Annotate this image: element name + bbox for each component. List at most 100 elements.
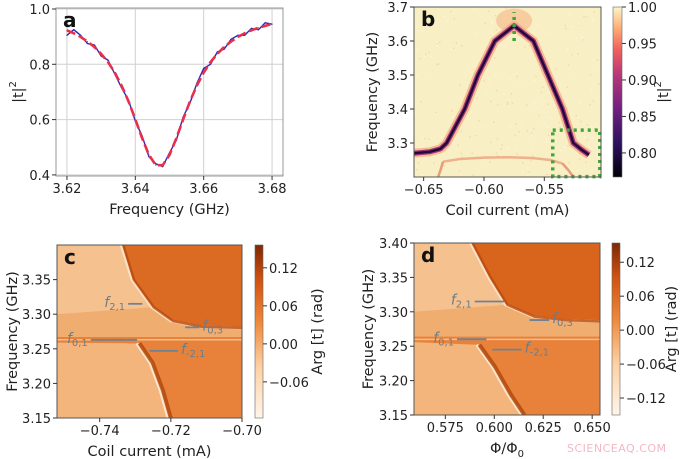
heatmap-speckle xyxy=(581,36,584,38)
heatmap-speckle xyxy=(526,104,528,107)
mode-label: f0,3 xyxy=(202,318,223,336)
y-tick-label: 3.15 xyxy=(379,409,408,424)
heatmap-region-upper-right xyxy=(121,245,242,328)
mode-label-symbol: f xyxy=(104,295,111,311)
panel-letter: c xyxy=(64,245,76,269)
heatmap-speckle xyxy=(591,125,593,128)
heatmap-speckle xyxy=(494,15,497,17)
heatmap-region-lower-left xyxy=(414,342,522,415)
mode-label-subscript: -2,1 xyxy=(530,348,550,359)
heatmap-speckle xyxy=(533,163,535,166)
heatmap-speckle xyxy=(421,174,423,176)
colorbar-tick-label: −0.06 xyxy=(269,376,309,391)
heatmap-speckle xyxy=(583,15,585,18)
data-point-measured xyxy=(230,38,232,41)
heatmap-speckle xyxy=(495,74,497,76)
colorbar xyxy=(611,242,621,416)
x-axis-label: Frequency (GHz) xyxy=(109,202,230,218)
heatmap-speckle xyxy=(478,119,480,122)
heatmap-speckle xyxy=(591,59,594,61)
mode-label-subscript: 2,1 xyxy=(109,302,125,313)
data-point-measured xyxy=(73,29,75,31)
heatmap-lower-branch xyxy=(436,161,445,177)
y-tick-label: 3.20 xyxy=(379,375,408,390)
colorbar-tick-label: 0.95 xyxy=(628,37,657,52)
x-tick-label: −0.65 xyxy=(404,183,444,198)
heatmap-speckle xyxy=(580,34,582,36)
x-tick-label: 3.62 xyxy=(52,182,81,197)
heatmap-speckle xyxy=(438,41,441,43)
heatmap-speckle xyxy=(509,126,512,128)
heatmap-speckle xyxy=(445,20,448,22)
heatmap-speckle xyxy=(489,84,491,87)
heatmap-speckle xyxy=(591,169,593,171)
y-tick-label: 3.25 xyxy=(379,340,408,355)
colorbar-tick-label: 0.06 xyxy=(269,300,298,315)
heatmap-speckle xyxy=(483,80,485,82)
data-point-fit xyxy=(148,154,150,156)
heatmap-speckle xyxy=(495,152,498,154)
data-point-measured xyxy=(257,29,259,31)
mode-label: f2,1 xyxy=(451,292,472,310)
data-point-fit xyxy=(141,137,143,139)
heatmap-speckle xyxy=(471,152,474,155)
data-point-fit xyxy=(155,164,157,166)
data-point-fit xyxy=(196,84,198,87)
heatmap-region-upper-left-highlight xyxy=(57,245,152,315)
heatmap-speckle xyxy=(495,89,498,92)
heatmap-speckle xyxy=(510,35,512,37)
heatmap-speckle xyxy=(527,167,529,170)
heatmap-region-upper-left-highlight xyxy=(414,243,506,312)
colorbar-tick-label: 0.12 xyxy=(269,262,298,277)
heatmap-speckle xyxy=(452,47,455,49)
heatmap-speckle xyxy=(546,125,548,128)
heatmap-speckle xyxy=(457,144,459,146)
heatmap-speckle xyxy=(501,7,503,9)
heatmap-speckle xyxy=(414,163,416,166)
heatmap-speckle xyxy=(496,137,499,140)
heatmap-speckle xyxy=(559,126,561,128)
heatmap-speckle xyxy=(430,16,433,19)
heatmap-speckle xyxy=(508,99,510,101)
heatmap-speckle xyxy=(585,16,588,18)
heatmap-speckle xyxy=(476,32,478,35)
heatmap-speckle xyxy=(434,163,437,165)
heatmap-speckle xyxy=(503,93,505,95)
heatmap-speckle xyxy=(513,139,516,141)
heatmap-speckle xyxy=(548,33,551,35)
heatmap-speckle xyxy=(592,137,594,139)
heatmap-speckle xyxy=(505,7,507,10)
heatmap-speckle xyxy=(511,102,514,104)
heatmap-speckle xyxy=(484,22,486,25)
data-point-fit xyxy=(237,36,239,38)
heatmap-speckle xyxy=(509,78,511,81)
heatmap-speckle xyxy=(586,139,589,141)
heatmap-speckle xyxy=(530,132,533,134)
y-tick-label: 3.40 xyxy=(379,237,408,252)
colorbar-tick-label: −0.06 xyxy=(626,358,666,373)
x-tick-label: −0.55 xyxy=(524,183,564,198)
heatmap-speckle xyxy=(516,75,518,78)
heatmap-speckle xyxy=(530,135,533,137)
heatmap-speckle xyxy=(590,88,593,91)
heatmap-speckle xyxy=(518,130,520,133)
data-point-measured xyxy=(66,34,68,36)
mode-label: f-2,1 xyxy=(181,342,205,360)
data-point-fit xyxy=(257,27,259,29)
y-axis-label-superscript: 2 xyxy=(8,81,19,87)
heatmap-speckle xyxy=(436,41,439,43)
x-tick-label: −0.72 xyxy=(151,424,191,439)
heatmap-speckle xyxy=(530,159,532,162)
heatmap-speckle xyxy=(576,123,578,125)
heatmap-speckle xyxy=(442,16,445,18)
heatmap-speckle xyxy=(490,141,492,144)
heatmap-speckle xyxy=(490,100,492,103)
heatmap-speckle xyxy=(576,169,579,172)
data-point-fit xyxy=(216,53,218,55)
data-point-fit xyxy=(182,118,184,120)
heatmap-speckle xyxy=(567,145,569,147)
data-point-fit xyxy=(168,154,171,156)
heatmap-speckle xyxy=(420,100,422,103)
mode-label-subscript: -2,1 xyxy=(186,349,206,360)
axes-frame xyxy=(55,7,284,177)
